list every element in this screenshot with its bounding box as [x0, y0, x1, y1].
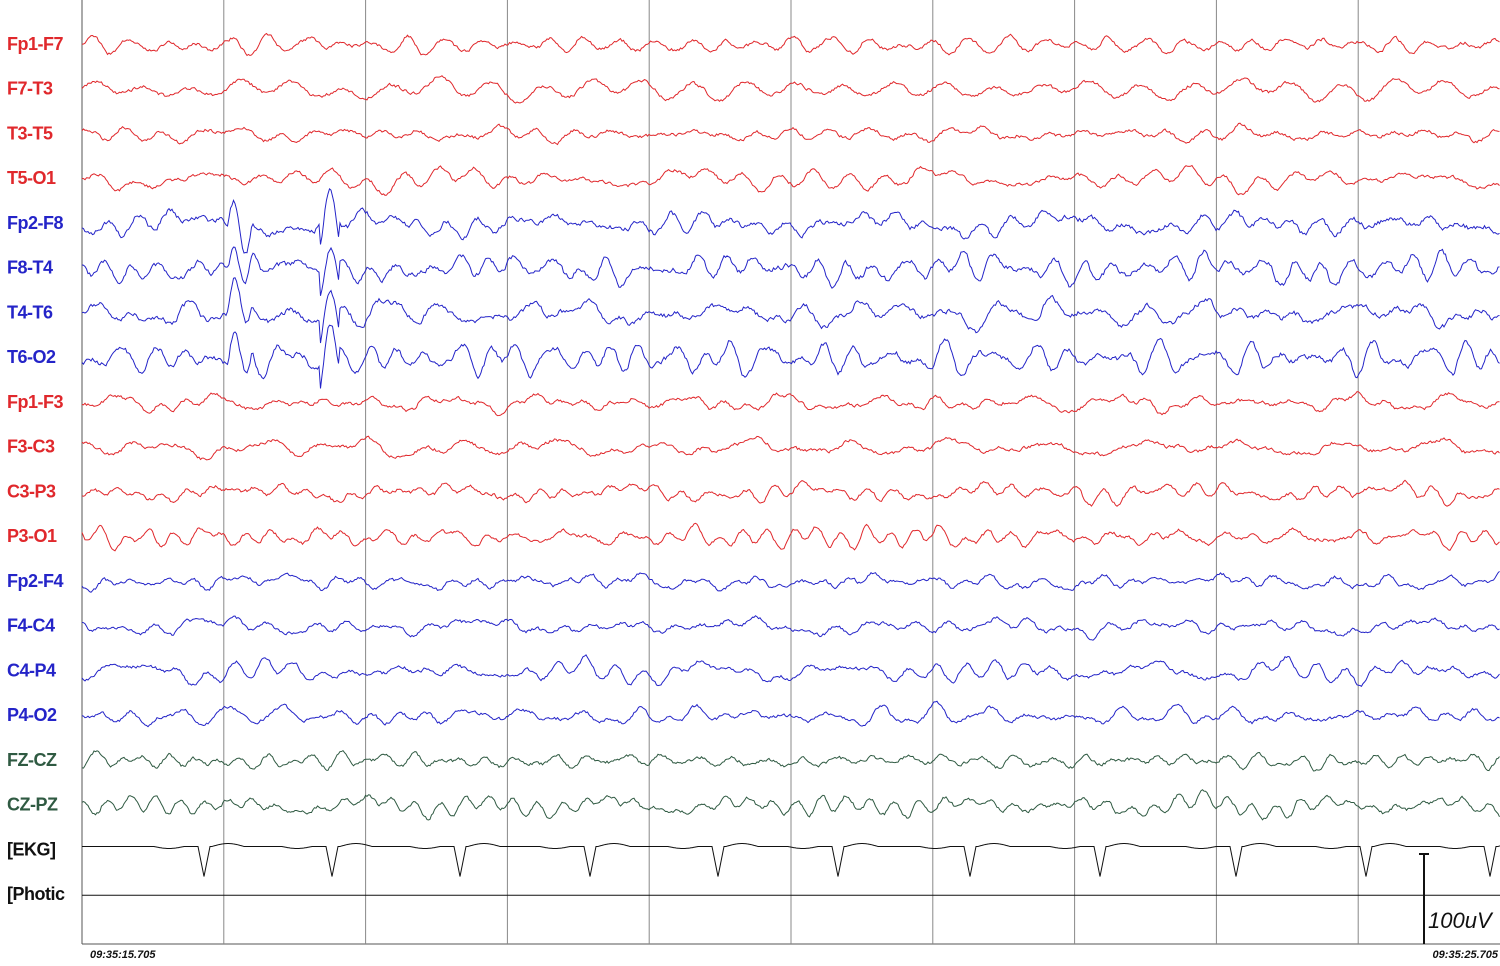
channel-label: T6-O2: [7, 347, 56, 367]
channel-trace: [81, 435, 1500, 461]
channel-label: T4-T6: [7, 302, 53, 322]
channel-trace: [81, 700, 1500, 728]
channel-trace: [81, 75, 1500, 104]
channel-trace: [82, 843, 1500, 877]
channel-label: [Photic: [7, 884, 65, 904]
channel-label: F4-C4: [7, 616, 55, 636]
channel-trace: [81, 391, 1500, 417]
channel-label: F3-C3: [7, 437, 55, 457]
channel-trace: [81, 122, 1500, 146]
channel-trace: [81, 522, 1500, 552]
end-time: 09:35:25.705: [1433, 949, 1499, 961]
channel-labels: Fp1-F7 F7-T3 T3-T5 T5-O1 Fp2-F8 F8-T4 T4-T6 T6-…: [7, 34, 65, 904]
channel-trace: [81, 277, 1500, 344]
channel-label: Fp1-F7: [7, 34, 63, 54]
scale-label: 100uV: [1428, 908, 1494, 933]
channel-label: C4-P4: [7, 660, 56, 680]
channel-label: T5-O1: [7, 168, 56, 188]
start-time: 09:35:15.705: [90, 949, 156, 961]
channel-label: [EKG]: [7, 839, 56, 859]
channel-label: T3-T5: [7, 123, 53, 143]
channel-label: F7-T3: [7, 79, 53, 99]
channel-label: CZ-PZ: [7, 795, 58, 815]
channel-label: P3-O1: [7, 526, 57, 546]
channel-trace: [81, 479, 1500, 507]
channel-trace: [81, 246, 1500, 296]
second-grid: [223, 0, 1359, 944]
channel-label: Fp2-F8: [7, 213, 63, 233]
channel-trace: [81, 789, 1500, 821]
channel-label: Fp2-F4: [7, 571, 63, 591]
channel-label: C3-P3: [7, 481, 56, 501]
channel-trace: [81, 615, 1500, 641]
channel-trace: [81, 654, 1500, 687]
channel-label: Fp1-F3: [7, 392, 63, 412]
channel-trace: [81, 32, 1500, 57]
traces: [81, 32, 1500, 896]
channel-trace: [81, 570, 1500, 593]
channel-trace: [81, 188, 1500, 254]
channel-label: FZ-CZ: [7, 750, 57, 770]
channel-trace: [81, 749, 1500, 772]
channel-trace: [81, 164, 1500, 196]
channel-label: F8-T4: [7, 258, 53, 278]
channel-trace: [81, 324, 1500, 389]
channel-label: P4-O2: [7, 705, 57, 725]
